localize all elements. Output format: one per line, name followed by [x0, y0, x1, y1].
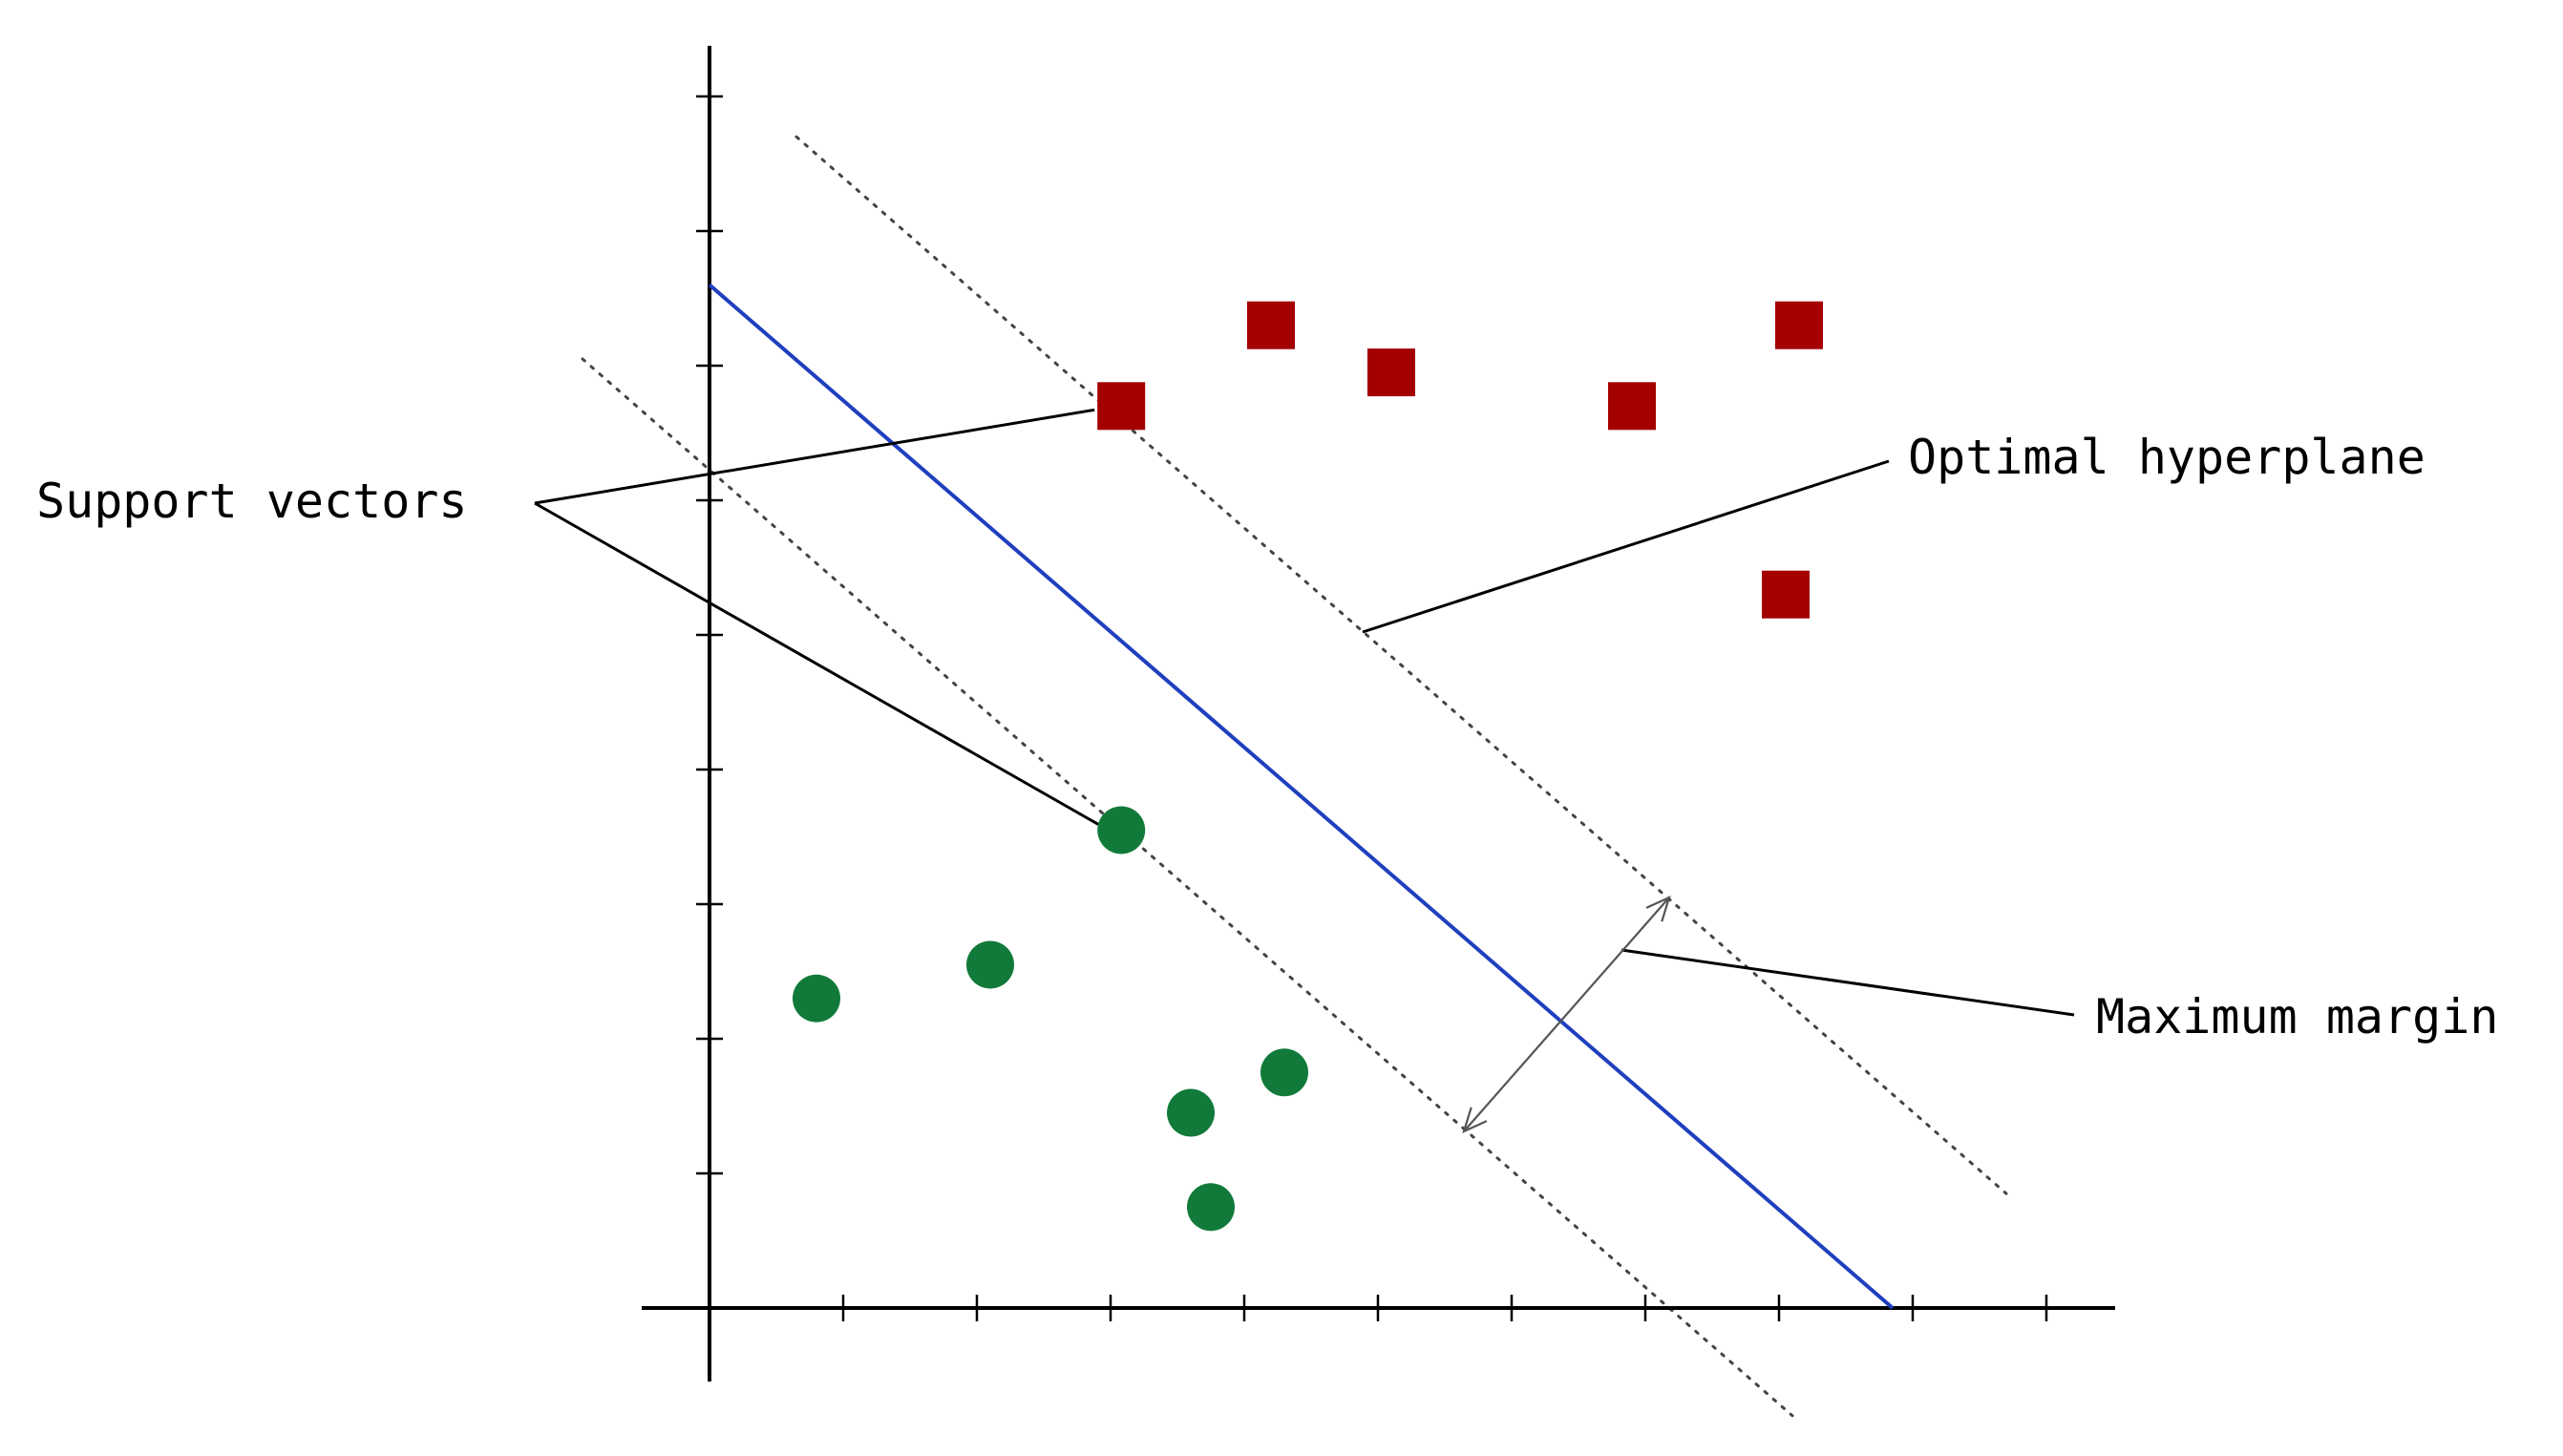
maximum-margin-arrow: [1462, 895, 1671, 1134]
hyperplane-group: [708, 283, 1895, 1310]
optimal-hyperplane-leader: [1362, 459, 1890, 634]
red-square-point: [1608, 382, 1656, 431]
leader-lines: [534, 408, 2075, 1017]
data-points: [793, 301, 1823, 1232]
support-vectors-label: Support vectors: [36, 474, 468, 529]
red-square-point: [1762, 570, 1810, 619]
margin-arrow-shaft: [1463, 897, 1670, 1132]
margin-arrowhead-lower: [1462, 1107, 1488, 1134]
optimal-hyperplane-label: Optimal hyperplane: [1908, 430, 2425, 485]
support-vector-leader-circle: [534, 501, 1099, 826]
margin-arrowhead-upper: [1645, 895, 1671, 922]
maximum-margin-label: Maximum margin: [2096, 989, 2498, 1045]
optimal-hyperplane-line: [708, 283, 1895, 1310]
maximum-margin-leader: [1620, 948, 2075, 1017]
red-square-point: [1247, 301, 1295, 349]
green-circle-point: [1260, 1048, 1308, 1097]
green-circle-point: [793, 974, 840, 1023]
red-square-point: [1367, 348, 1415, 397]
red-square-point: [1097, 382, 1146, 431]
margin-boundaries: [581, 135, 2008, 1418]
green-circle-point: [966, 940, 1014, 989]
support-vector-leader-square: [534, 408, 1095, 505]
axis-ticks: [696, 95, 2048, 1321]
green-circle-point: [1187, 1183, 1235, 1232]
red-square-point: [1775, 301, 1823, 349]
upper-margin-line: [794, 135, 2008, 1195]
axes: [642, 46, 2115, 1382]
lower-margin-line: [581, 357, 1794, 1418]
green-circle-point: [1097, 806, 1146, 855]
green-circle-point: [1167, 1088, 1215, 1137]
